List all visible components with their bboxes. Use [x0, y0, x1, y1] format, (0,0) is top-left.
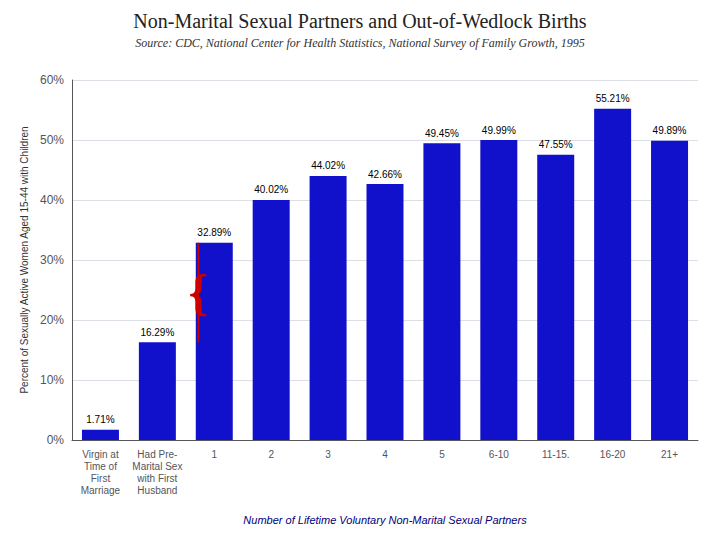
svg-text:60%: 60% [40, 73, 64, 87]
svg-text:30%: 30% [40, 253, 64, 267]
svg-text:Marital Sex: Marital Sex [132, 461, 182, 472]
svg-text:5: 5 [439, 449, 445, 460]
svg-text:40%: 40% [40, 193, 64, 207]
svg-text:16.29%: 16.29% [140, 327, 174, 338]
svg-text:1: 1 [211, 449, 217, 460]
svg-text:49.45%: 49.45% [425, 128, 459, 139]
svg-text:with First: with First [136, 473, 177, 484]
svg-text:0%: 0% [47, 433, 65, 447]
svg-text:Number of Lifetime Voluntary N: Number of Lifetime Voluntary Non-Marital… [243, 514, 527, 526]
svg-text:1.71%: 1.71% [86, 414, 114, 425]
svg-text:44.02%: 44.02% [311, 160, 345, 171]
svg-text:Marriage: Marriage [81, 485, 121, 496]
svg-text:Had Pre-: Had Pre- [137, 449, 177, 460]
svg-text:6-10: 6-10 [489, 449, 509, 460]
svg-text:4: 4 [382, 449, 388, 460]
svg-text:55.21%: 55.21% [596, 93, 630, 104]
svg-text:2: 2 [268, 449, 274, 460]
svg-text:21+: 21+ [661, 449, 678, 460]
svg-text:40.02%: 40.02% [254, 184, 288, 195]
svg-text:Virgin at: Virgin at [82, 449, 119, 460]
svg-text:Source: CDC, National Center f: Source: CDC, National Center for Health … [135, 36, 584, 50]
svg-text:Husband: Husband [137, 485, 177, 496]
svg-text:50%: 50% [40, 133, 64, 147]
svg-text:32.89%: 32.89% [197, 227, 231, 238]
svg-text:47.55%: 47.55% [539, 139, 573, 150]
svg-text:First: First [91, 473, 111, 484]
svg-text:20%: 20% [40, 313, 64, 327]
svg-text:{: { [188, 264, 208, 320]
svg-text:16-20: 16-20 [600, 449, 626, 460]
svg-text:42.66%: 42.66% [368, 169, 402, 180]
svg-text:11-15.: 11-15. [542, 449, 570, 460]
svg-text:49.99%: 49.99% [482, 125, 516, 136]
svg-text:Non-Marital Sexual Partners an: Non-Marital Sexual Partners and Out-of-W… [133, 10, 586, 32]
svg-text:10%: 10% [40, 373, 64, 387]
svg-text:Time of: Time of [84, 461, 117, 472]
svg-text:Percent of Sexually Active Wom: Percent of Sexually Active Women Aged 15… [19, 126, 30, 393]
svg-text:3: 3 [325, 449, 331, 460]
svg-text:49.89%: 49.89% [653, 125, 687, 136]
